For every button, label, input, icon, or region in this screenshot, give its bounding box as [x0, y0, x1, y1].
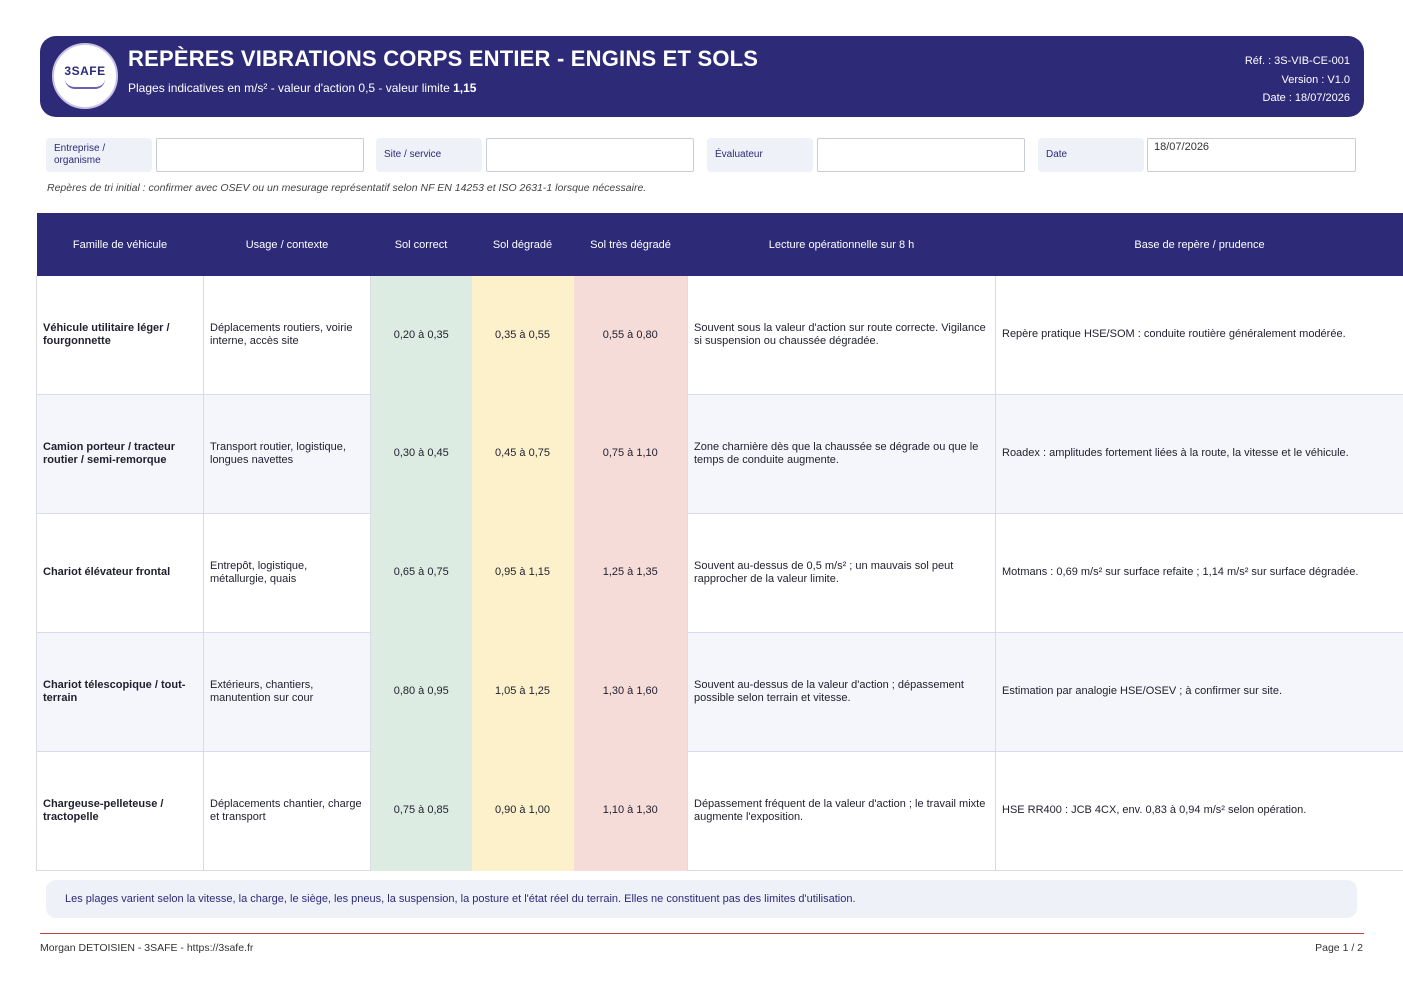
header-base: Base de repère / prudence: [995, 213, 1403, 276]
cell-sol-tres-degrade: 1,25 à 1,35: [573, 513, 688, 633]
evaluator-field[interactable]: [817, 138, 1025, 172]
date-label: Date: [1038, 138, 1144, 172]
cell-lecture: Souvent au-dessus de la valeur d'action …: [687, 632, 996, 752]
table-row: Chariot élévateur frontal Entrepôt, logi…: [36, 513, 1403, 633]
cell-family: Chargeuse-pelleteuse / tractopelle: [36, 751, 204, 871]
cell-base: Motmans : 0,69 m/s² sur surface refaite …: [995, 513, 1403, 633]
header-sol-correct: Sol correct: [370, 213, 472, 276]
cell-family: Chariot télescopique / tout-terrain: [36, 632, 204, 752]
header-usage: Usage / contexte: [203, 213, 371, 276]
footnote-text: Les plages varient selon la vitesse, la …: [65, 893, 856, 905]
evaluator-label: Évaluateur: [707, 138, 813, 172]
cell-sol-correct: 0,80 à 0,95: [370, 632, 472, 752]
cell-base: Estimation par analogie HSE/OSEV ; à con…: [995, 632, 1403, 752]
table-row: Véhicule utilitaire léger / fourgonnette…: [36, 276, 1403, 395]
subtitle-text: Plages indicatives en m/s² - valeur d'ac…: [128, 81, 454, 95]
cell-sol-tres-degrade: 1,30 à 1,60: [573, 632, 688, 752]
vibration-table: Famille de véhicule Usage / contexte Sol…: [36, 213, 1403, 871]
company-logo: 3SAFE: [52, 43, 118, 109]
document-date: Date : 18/07/2026: [1262, 92, 1350, 104]
cell-family: Camion porteur / tracteur routier / semi…: [36, 394, 204, 514]
cell-sol-degrade: 0,35 à 0,55: [471, 276, 574, 395]
cell-family: Chariot élévateur frontal: [36, 513, 204, 633]
table-row: Camion porteur / tracteur routier / semi…: [36, 394, 1403, 514]
cell-usage: Transport routier, logistique, longues n…: [203, 394, 371, 514]
cell-usage: Déplacements chantier, charge et transpo…: [203, 751, 371, 871]
document-meta: Réf. : 3S-VIB-CE-001 Version : V1.0 Date…: [1245, 52, 1350, 108]
page-subtitle: Plages indicatives en m/s² - valeur d'ac…: [128, 81, 476, 95]
date-field[interactable]: 18/07/2026: [1147, 138, 1356, 172]
cell-lecture: Zone charnière dès que la chaussée se dé…: [687, 394, 996, 514]
cell-sol-correct: 0,65 à 0,75: [370, 513, 472, 633]
header-sol-degrade: Sol dégradé: [471, 213, 574, 276]
cell-sol-tres-degrade: 0,75 à 1,10: [573, 394, 688, 514]
cell-sol-degrade: 0,95 à 1,15: [471, 513, 574, 633]
cell-base: Roadex : amplitudes fortement liées à la…: [995, 394, 1403, 514]
cell-family: Véhicule utilitaire léger / fourgonnette: [36, 276, 204, 395]
document-version: Version : V1.0: [1281, 73, 1351, 86]
screening-note: Repères de tri initial : confirmer avec …: [47, 182, 647, 194]
logo-swirl-icon: [65, 79, 105, 89]
page-header: 3SAFE REPÈRES VIBRATIONS CORPS ENTIER - …: [40, 36, 1364, 117]
cell-sol-degrade: 0,45 à 0,75: [471, 394, 574, 514]
cell-usage: Entrepôt, logistique, métallurgie, quais: [203, 513, 371, 633]
cell-lecture: Souvent sous la valeur d'action sur rout…: [687, 276, 996, 395]
footnote-box: Les plages varient selon la vitesse, la …: [46, 880, 1357, 918]
site-field[interactable]: [486, 138, 694, 172]
company-field[interactable]: [156, 138, 364, 172]
site-label: Site / service: [376, 138, 482, 172]
footer-author: Morgan DETOISIEN - 3SAFE - https://3safe…: [40, 942, 254, 954]
header-sol-tres-degrade: Sol très dégradé: [573, 213, 688, 276]
table-row: Chargeuse-pelleteuse / tractopelle Dépla…: [36, 751, 1403, 871]
form-row: Entreprise / organisme Site / service Év…: [0, 138, 1403, 172]
cell-usage: Déplacements routiers, voirie interne, a…: [203, 276, 371, 395]
cell-usage: Extérieurs, chantiers, manutention sur c…: [203, 632, 371, 752]
cell-sol-degrade: 1,05 à 1,25: [471, 632, 574, 752]
cell-sol-degrade: 0,90 à 1,00: [471, 751, 574, 871]
cell-base: Repère pratique HSE/SOM : conduite routi…: [995, 276, 1403, 395]
header-famille: Famille de véhicule: [36, 213, 204, 276]
cell-sol-tres-degrade: 1,10 à 1,30: [573, 751, 688, 871]
cell-lecture: Souvent au-dessus de 0,5 m/s² ; un mauva…: [687, 513, 996, 633]
logo-text: 3SAFE: [64, 63, 106, 78]
cell-lecture: Dépassement fréquent de la valeur d'acti…: [687, 751, 996, 871]
page-title: REPÈRES VIBRATIONS CORPS ENTIER - ENGINS…: [128, 46, 759, 71]
cell-base: HSE RR400 : JCB 4CX, env. 0,83 à 0,94 m/…: [995, 751, 1403, 871]
cell-sol-tres-degrade: 0,55 à 0,80: [573, 276, 688, 395]
document-ref: Réf. : 3S-VIB-CE-001: [1244, 55, 1350, 67]
table-header-row: Famille de véhicule Usage / contexte Sol…: [36, 213, 1403, 276]
table-row: Chariot télescopique / tout-terrain Exté…: [36, 632, 1403, 752]
cell-sol-correct: 0,30 à 0,45: [370, 394, 472, 514]
header-lecture: Lecture opérationnelle sur 8 h: [687, 213, 996, 276]
cell-sol-correct: 0,20 à 0,35: [370, 276, 472, 395]
company-label: Entreprise / organisme: [46, 138, 152, 172]
footer-divider: [40, 933, 1364, 934]
footer-page-number: Page 1 / 2: [1315, 942, 1363, 954]
cell-sol-correct: 0,75 à 0,85: [370, 751, 472, 871]
subtitle-limit-value: 1,15: [453, 81, 477, 95]
